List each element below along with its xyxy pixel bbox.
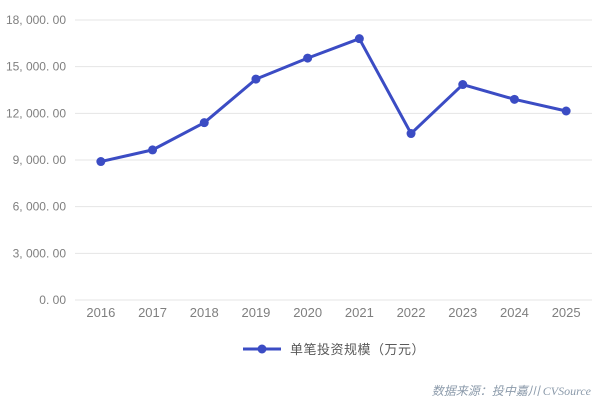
x-axis-tick-label: 2025 (552, 305, 581, 320)
data-point-2018 (199, 118, 209, 128)
data-point-2023 (458, 80, 468, 90)
x-axis-tick-label: 2023 (448, 305, 477, 320)
y-axis-tick-label: 9, 000. 00 (13, 153, 67, 167)
single-investment-scale-line-chart: 18, 000. 00 15, 000. 00 12, 000. 00 9, 000.… (6, 13, 592, 320)
legend-line-marker-icon (242, 344, 281, 353)
data-point-2022 (406, 129, 416, 139)
x-axis-tick-label: 2022 (397, 305, 426, 320)
x-axis-tick-label: 2020 (293, 305, 322, 320)
x-axis-tick-label: 2024 (500, 305, 529, 320)
y-axis-tick-label: 12, 000. 00 (6, 106, 66, 120)
data-point-2021 (354, 34, 364, 44)
data-point-2017 (148, 145, 158, 155)
y-axis-tick-label: 15, 000. 00 (6, 60, 66, 74)
x-axis-tick-label: 2021 (345, 305, 374, 320)
x-axis-tick-label: 2019 (241, 305, 270, 320)
y-axis-tick-label: 18, 000. 00 (6, 13, 66, 27)
data-source-note: 数据来源：投中嘉川 CVSource (431, 384, 591, 398)
data-point-2025 (561, 106, 571, 116)
series-line (99, 37, 568, 164)
chart-legend: 单笔投资规模（万元） (75, 339, 592, 358)
data-point-2016 (96, 157, 106, 167)
data-point-2019 (251, 74, 261, 84)
y-axis-tick-label: 0. 00 (39, 293, 66, 307)
legend-series-label: 单笔投资规模（万元） (289, 342, 425, 357)
y-axis-tick-label: 6, 000. 00 (13, 200, 67, 214)
x-axis-tick-label: 2018 (190, 305, 219, 320)
data-point-2020 (303, 53, 313, 63)
x-axis-tick-label: 2016 (86, 305, 115, 320)
x-axis-tick-label: 2017 (138, 305, 167, 320)
y-axis-tick-label: 3, 000. 00 (13, 246, 67, 260)
data-point-2024 (509, 94, 519, 104)
